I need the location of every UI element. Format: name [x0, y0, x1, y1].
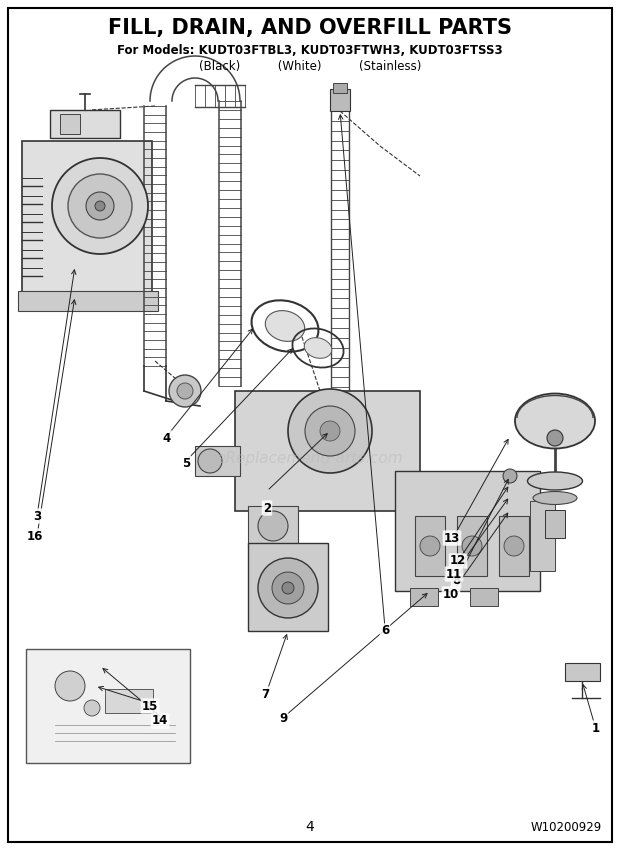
- Circle shape: [95, 201, 105, 211]
- Ellipse shape: [265, 311, 304, 342]
- Bar: [410, 588, 438, 606]
- Bar: [50, 110, 120, 138]
- Bar: [415, 516, 445, 576]
- Bar: [248, 543, 328, 631]
- Text: 15: 15: [142, 699, 158, 712]
- Circle shape: [547, 430, 563, 446]
- Text: W10200929: W10200929: [531, 821, 602, 834]
- Circle shape: [258, 511, 288, 541]
- Ellipse shape: [528, 472, 583, 490]
- Text: 14: 14: [152, 715, 168, 728]
- Circle shape: [305, 406, 355, 456]
- Bar: [565, 663, 600, 681]
- Text: 4: 4: [163, 431, 171, 444]
- Circle shape: [282, 582, 294, 594]
- Text: 10: 10: [443, 587, 459, 601]
- Circle shape: [86, 192, 114, 220]
- Text: FILL, DRAIN, AND OVERFILL PARTS: FILL, DRAIN, AND OVERFILL PARTS: [108, 18, 512, 38]
- Text: 1: 1: [592, 722, 600, 734]
- Circle shape: [177, 383, 193, 399]
- Circle shape: [169, 375, 201, 407]
- Bar: [330, 89, 350, 111]
- Bar: [333, 83, 347, 93]
- Ellipse shape: [533, 491, 577, 504]
- Text: 2: 2: [263, 502, 271, 514]
- Text: 4: 4: [306, 820, 314, 834]
- Ellipse shape: [304, 337, 332, 359]
- Text: 3: 3: [33, 509, 41, 522]
- Text: 13: 13: [444, 532, 460, 544]
- Text: 6: 6: [381, 625, 389, 638]
- Bar: [248, 506, 298, 546]
- Bar: [18, 291, 158, 311]
- Circle shape: [258, 558, 318, 618]
- Text: 11: 11: [446, 568, 462, 580]
- Bar: [235, 391, 420, 511]
- Circle shape: [420, 536, 440, 556]
- Bar: [22, 141, 152, 296]
- Bar: [499, 516, 529, 576]
- Circle shape: [52, 158, 148, 254]
- Circle shape: [504, 536, 524, 556]
- Text: For Models: KUDT03FTBL3, KUDT03FTWH3, KUDT03FTSS3: For Models: KUDT03FTBL3, KUDT03FTWH3, KU…: [117, 44, 503, 57]
- Bar: [195, 446, 240, 476]
- Bar: [60, 114, 80, 134]
- Ellipse shape: [515, 394, 595, 449]
- FancyBboxPatch shape: [26, 649, 190, 763]
- Text: 8: 8: [452, 574, 460, 587]
- Text: 9: 9: [279, 711, 287, 724]
- Text: 5: 5: [182, 456, 190, 469]
- Text: eReplacementParts.com: eReplacementParts.com: [216, 450, 404, 466]
- Circle shape: [462, 536, 482, 556]
- Bar: [530, 501, 555, 571]
- Circle shape: [84, 700, 100, 716]
- Bar: [545, 510, 565, 538]
- Circle shape: [288, 389, 372, 473]
- Bar: [457, 516, 487, 576]
- Circle shape: [198, 449, 222, 473]
- Bar: [105, 689, 153, 713]
- Text: 12: 12: [450, 555, 466, 568]
- Text: 7: 7: [261, 687, 269, 700]
- Text: (Black)          (White)          (Stainless): (Black) (White) (Stainless): [199, 60, 421, 73]
- Bar: [395, 471, 540, 591]
- Circle shape: [503, 469, 517, 483]
- Circle shape: [272, 572, 304, 604]
- Circle shape: [320, 421, 340, 441]
- Circle shape: [55, 671, 85, 701]
- Text: 16: 16: [27, 530, 43, 543]
- Bar: [470, 588, 498, 606]
- Circle shape: [68, 174, 132, 238]
